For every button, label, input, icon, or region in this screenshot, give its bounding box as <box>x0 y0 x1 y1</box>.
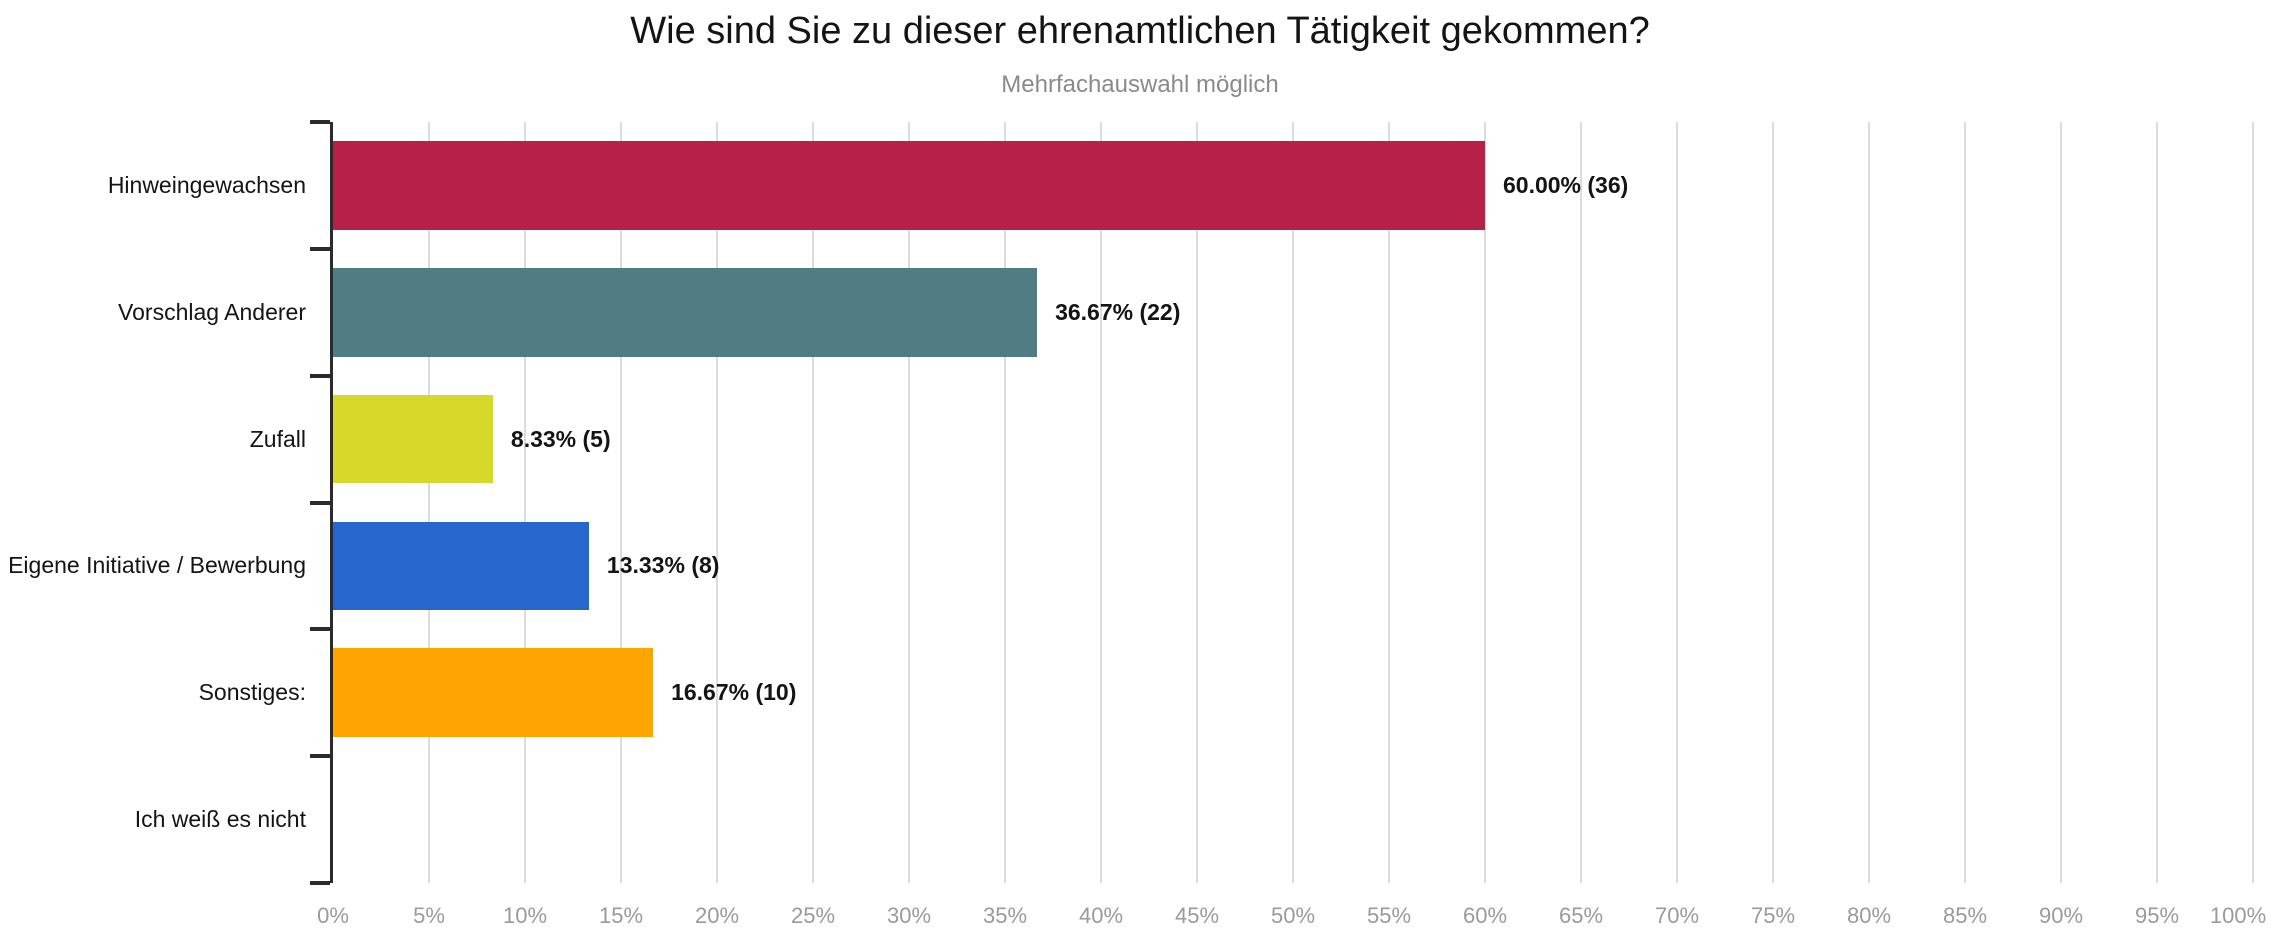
gridline <box>1100 122 1102 883</box>
bar-row: 16.67% (10) <box>333 629 2253 756</box>
y-axis-tick <box>310 754 330 759</box>
bar <box>333 648 654 738</box>
x-axis-tick-label: 85% <box>1942 903 1988 928</box>
y-axis-ticks <box>310 120 2253 885</box>
gridline <box>2060 122 2062 883</box>
bar-rows: 60.00% (36) 36.67% (22) 8.33% (5) 13.33% (8… <box>333 122 2253 883</box>
category-label: Vorschlag Anderer <box>118 298 306 325</box>
x-axis-tick-label: 20% <box>694 903 740 928</box>
category-label: Zufall <box>249 425 306 452</box>
x-axis-tick-label: 0% <box>317 903 349 928</box>
x-axis-tick-label: 95% <box>2134 903 2180 928</box>
gridline <box>1964 122 1966 883</box>
bar-row: 13.33% (8) <box>333 502 2253 629</box>
bar-value-label: 16.67% (10) <box>671 679 797 706</box>
x-axis-tick-label: 25% <box>790 903 836 928</box>
gridline <box>716 122 718 883</box>
x-axis-tick-label: 35% <box>982 903 1028 928</box>
bar <box>333 394 493 484</box>
x-axis-tick-label: 30% <box>886 903 932 928</box>
category-row: Eigene Initiative / Bewerbung <box>0 502 306 629</box>
gridline <box>524 122 526 883</box>
bar <box>333 521 589 611</box>
x-axis-tick-label: 70% <box>1654 903 1700 928</box>
bar-value-label: 36.67% (22) <box>1055 298 1181 325</box>
plot-area: 60.00% (36) 36.67% (22) 8.33% (5) 13.33% (8… <box>310 120 2254 885</box>
gridline <box>1676 122 1678 883</box>
gridline <box>2252 122 2254 883</box>
bar-row: 8.33% (5) <box>333 376 2253 503</box>
category-row: Vorschlag Anderer <box>0 249 306 376</box>
bar-value-label: 8.33% (5) <box>510 425 611 452</box>
x-axis-tick-label: 60% <box>1462 903 1508 928</box>
gridline <box>1388 122 1390 883</box>
y-axis-tick <box>310 120 330 124</box>
y-axis-line <box>330 122 333 883</box>
x-axis-tick-label: 80% <box>1846 903 1892 928</box>
gridline <box>1580 122 1582 883</box>
gridline <box>1484 122 1486 883</box>
x-axis-tick-label: 75% <box>1750 903 1796 928</box>
x-axis-tick-label: 55% <box>1366 903 1412 928</box>
category-label: Sonstiges: <box>198 679 306 706</box>
gridline <box>1004 122 1006 883</box>
category-row: Hinweingewachsen <box>0 122 306 249</box>
gridline <box>1292 122 1294 883</box>
x-axis-tick-label: 10% <box>502 903 548 928</box>
bar-value-label: 60.00% (36) <box>1503 171 1629 198</box>
y-axis-tick <box>310 500 330 505</box>
category-label: Ich weiß es nicht <box>134 806 306 833</box>
x-axis-tick-label: 50% <box>1270 903 1316 928</box>
category-row: Sonstiges: <box>0 629 306 756</box>
bar <box>333 141 1485 230</box>
gridline <box>812 122 814 883</box>
category-labels: Hinweingewachsen Vorschlag Anderer Zufall E… <box>0 122 306 883</box>
gridline <box>1196 122 1198 883</box>
y-axis-tick <box>310 246 330 251</box>
chart-subtitle: Mehrfachauswahl möglich <box>1001 71 1279 98</box>
gridline <box>908 122 910 883</box>
x-axis-tick-label: 5% <box>413 903 445 928</box>
y-axis-tick <box>310 881 330 885</box>
gridline <box>2156 122 2158 883</box>
category-row: Ich weiß es nicht <box>0 756 306 883</box>
y-axis-tick <box>310 373 330 378</box>
category-label: Eigene Initiative / Bewerbung <box>8 552 306 579</box>
x-axis-tick-label: 15% <box>598 903 644 928</box>
gridlines <box>333 122 2254 883</box>
chart-title: Wie sind Sie zu dieser ehrenamtlichen Tä… <box>630 10 1650 52</box>
x-axis-tick-label: 90% <box>2038 903 2084 928</box>
bar-row: 36.67% (22) <box>333 249 2253 376</box>
bar <box>333 267 1038 357</box>
category-label: Hinweingewachsen <box>107 171 306 198</box>
x-axis-tick-label: 45% <box>1174 903 1220 928</box>
gridline <box>620 122 622 883</box>
x-axis-labels: 0% 5% 10% 15% 20% 25% 30% 35% 40% 45% 50% 55% 60% 65%… <box>317 898 2266 934</box>
gridline <box>1772 122 1774 883</box>
x-axis-tick-label: 100% <box>2209 903 2267 928</box>
x-axis-tick-label: 65% <box>1558 903 1604 928</box>
bar-row: 60.00% (36) <box>333 122 2253 249</box>
gridline <box>428 122 430 883</box>
y-axis-tick <box>310 627 330 632</box>
category-row: Zufall <box>0 376 306 503</box>
bar-value-label: 13.33% (8) <box>606 552 720 579</box>
gridline <box>1868 122 1870 883</box>
x-axis-tick-label: 40% <box>1078 903 1124 928</box>
